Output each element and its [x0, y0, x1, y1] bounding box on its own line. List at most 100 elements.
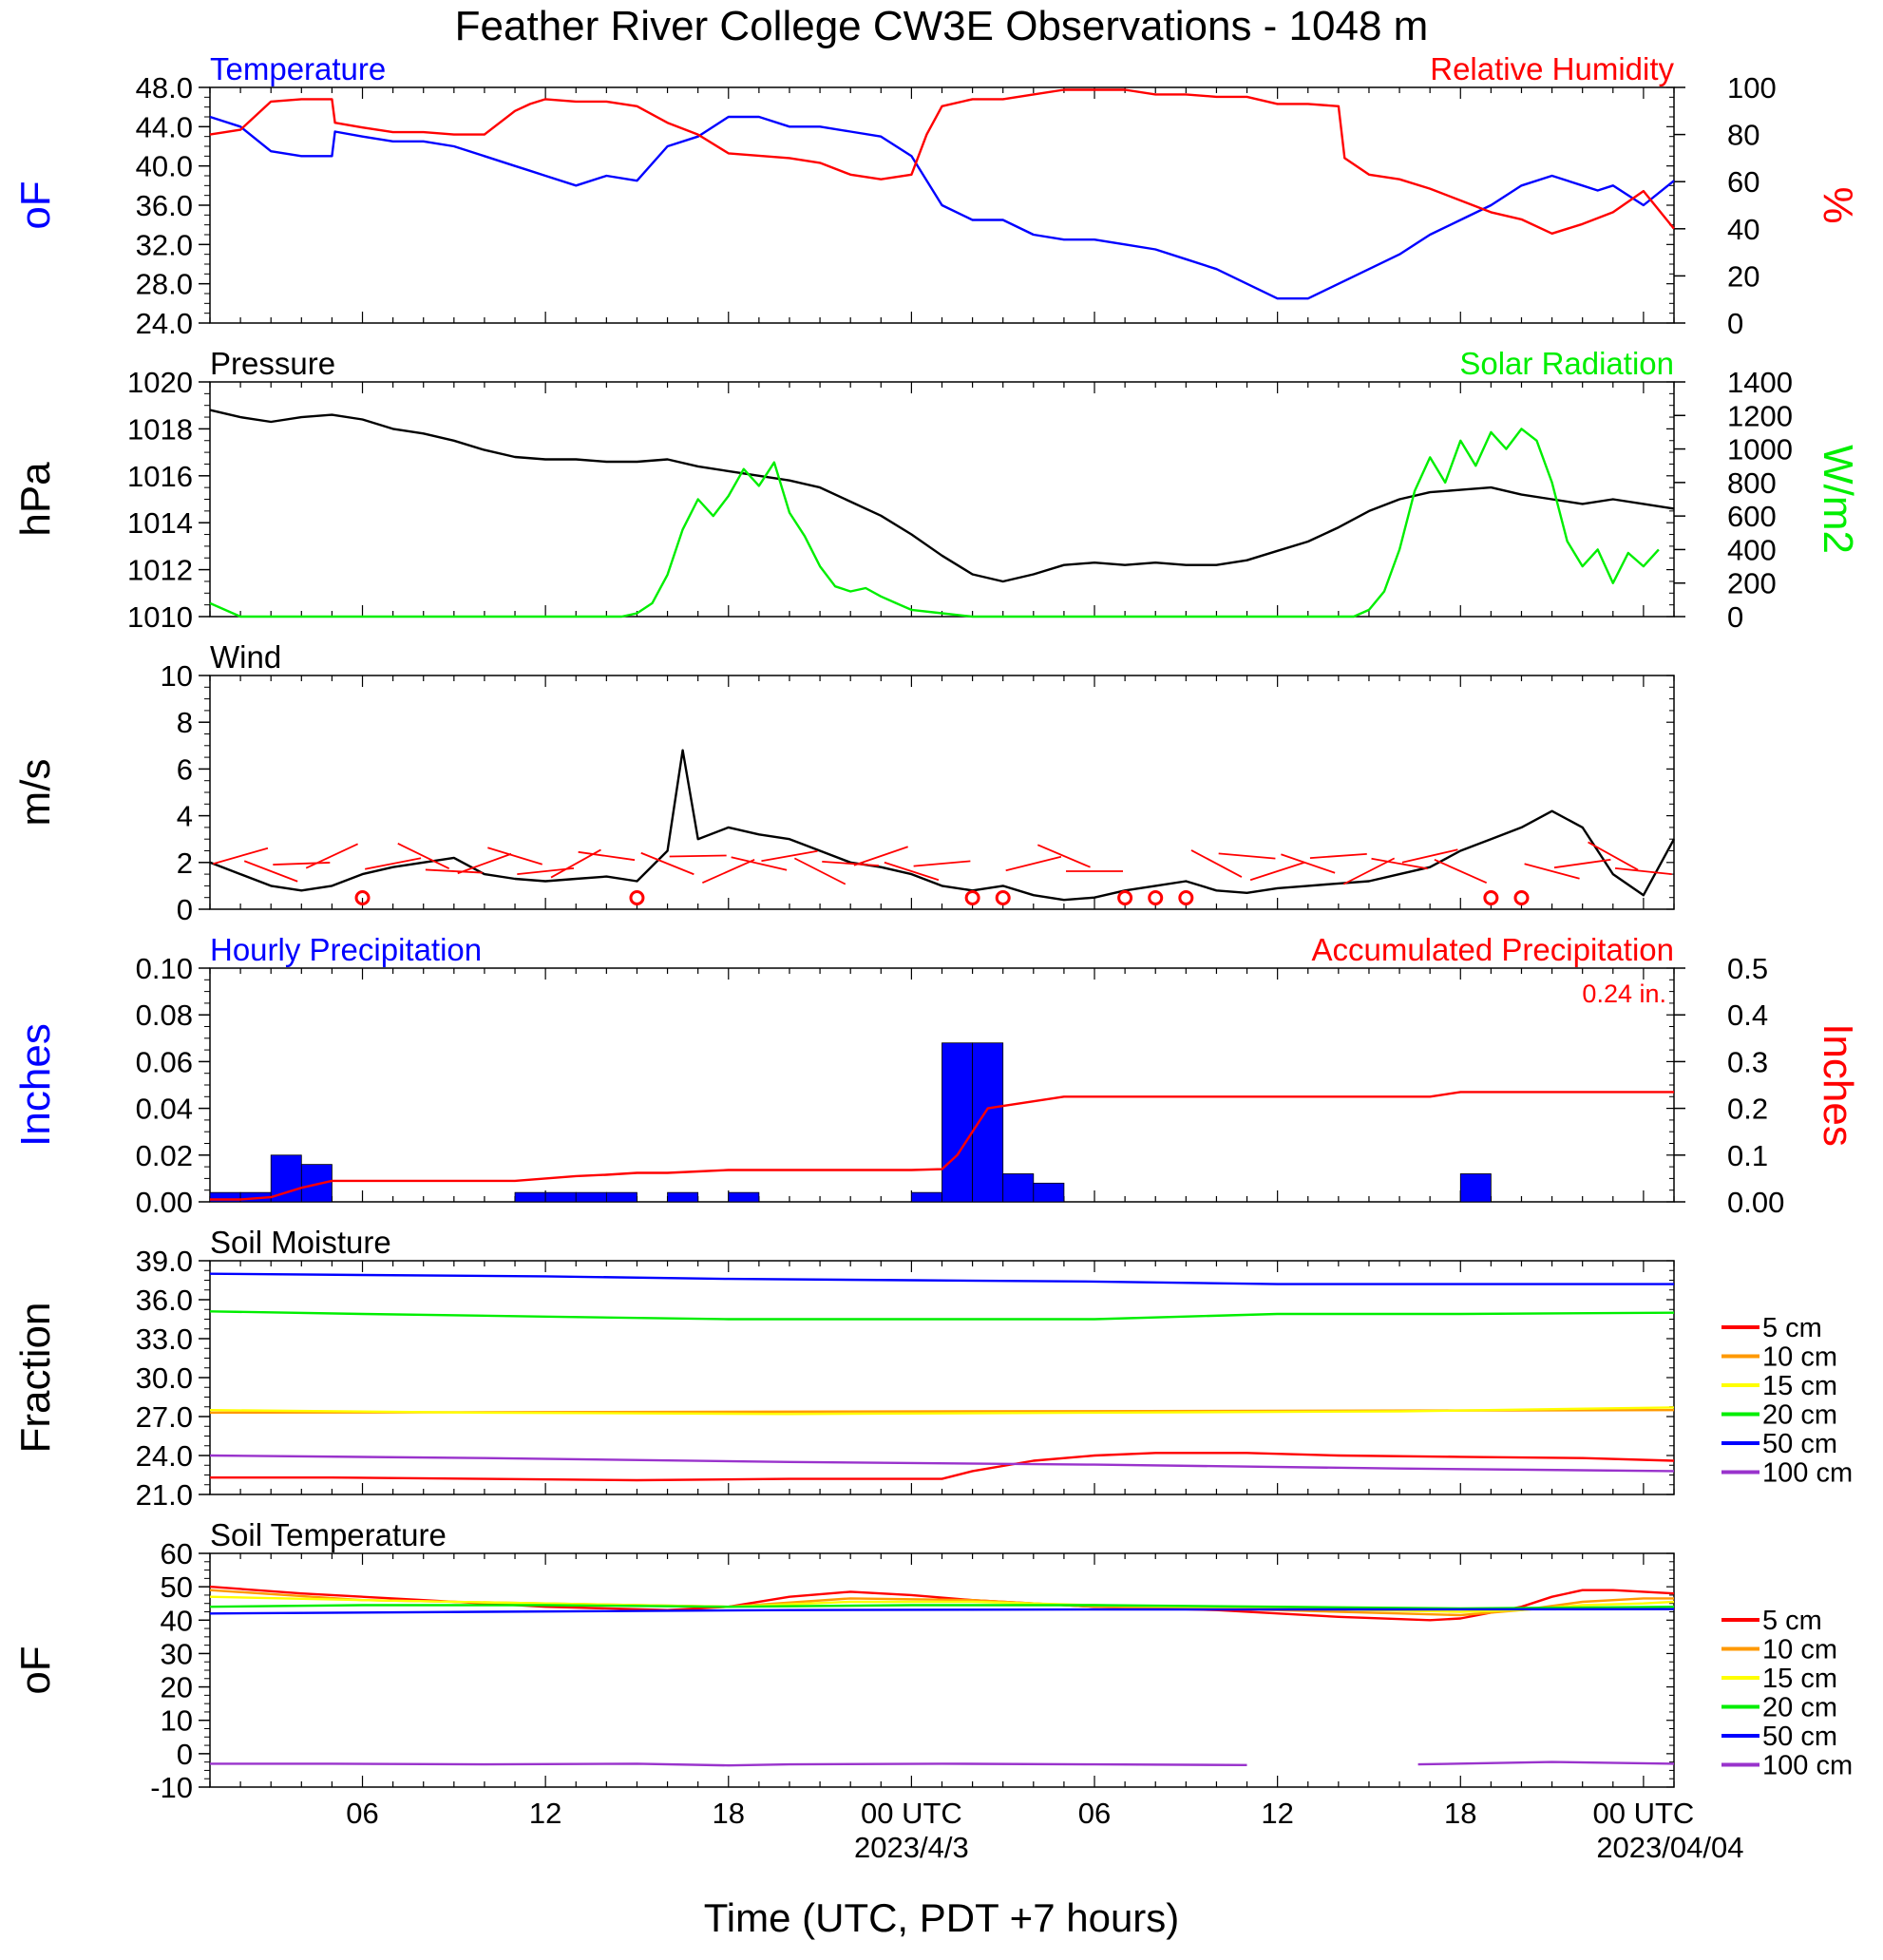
precip-bar: [1033, 1182, 1065, 1203]
panel-left-title: Pressure: [210, 346, 335, 381]
y-left-tick-label: 0: [177, 1738, 193, 1771]
chart-title: Feather River College CW3E Observations …: [455, 3, 1429, 49]
wind-barb: [1588, 841, 1639, 871]
y-left-tick-label: 0: [177, 893, 193, 926]
wind-barb: [913, 860, 971, 867]
y-right-unit-label: Inches: [1815, 1023, 1861, 1147]
legend-label: 5 cm: [1762, 1606, 1822, 1636]
date-label: 2023/04/04: [1596, 1831, 1743, 1864]
y-left-tick-label: 39.0: [136, 1245, 193, 1278]
legend-label: 20 cm: [1762, 1400, 1837, 1431]
y-right-tick-label: 0.2: [1727, 1093, 1768, 1126]
wind-barb: [822, 861, 880, 866]
y-left-tick-label: 1014: [127, 506, 193, 540]
calm-wind-marker: [995, 890, 1011, 905]
wind-barb: [731, 856, 788, 871]
y-left-tick-label: 33.0: [136, 1323, 193, 1356]
y-left-tick-label: 40.0: [136, 150, 193, 183]
y-left-tick-label: 0.08: [136, 999, 193, 1032]
x-axis-title: Time (UTC, PDT +7 hours): [704, 1895, 1180, 1940]
y-left-tick-label: 8: [177, 706, 193, 739]
y-right-tick-label: 80: [1727, 119, 1759, 152]
wind-barb: [1434, 858, 1488, 885]
panel-wind: 10 8 6 4 2 0 Wind m/s: [12, 639, 1676, 926]
series-line-pressure: [209, 409, 1675, 583]
y-left-tick-label: 36.0: [136, 1284, 193, 1317]
precip-bar: [972, 1042, 1004, 1203]
y-left-unit-label: oF: [12, 181, 59, 229]
panel-right-title: Accumulated Precipitation: [1311, 932, 1674, 967]
wind-barb: [853, 846, 908, 866]
y-right-tick-label: 0.1: [1727, 1139, 1768, 1172]
time-tick-label: 06: [346, 1797, 378, 1830]
y-left-tick-label: 28.0: [136, 268, 193, 301]
panel-left-title: Soil Moisture: [210, 1225, 391, 1260]
series-line-20-cm: [209, 1310, 1675, 1321]
y-right-tick-label: 20: [1727, 259, 1759, 293]
precip-bar: [910, 1191, 942, 1203]
y-left-unit-label: oF: [12, 1646, 59, 1694]
time-tick-label: 06: [1078, 1797, 1111, 1830]
legend-label: 5 cm: [1762, 1313, 1822, 1343]
legend-label: 15 cm: [1762, 1371, 1837, 1401]
panel-soil_moisture: 39.0 36.0 33.0 30.0 27.0 24.0 21.0 Soil Moistur…: [12, 1225, 1853, 1512]
wind-barb: [1005, 855, 1062, 872]
time-tick-label: 18: [1444, 1797, 1476, 1830]
wind-barb: [793, 857, 846, 885]
wind-barb: [213, 847, 269, 866]
calm-wind-marker: [1483, 890, 1499, 905]
wind-barb: [884, 861, 940, 882]
legend-label: 100 cm: [1762, 1458, 1853, 1489]
panel-precip: 0.10 0.08 0.06 0.04 0.02 0.00 0.5 0.4 0.3 0.2 0.1 0…: [12, 932, 1861, 1219]
y-left-tick-label: 1010: [127, 600, 193, 634]
y-right-tick-label: 400: [1727, 533, 1777, 566]
wind-barb: [305, 843, 358, 869]
y-left-tick-label: 1016: [127, 460, 193, 493]
wind-barb: [365, 857, 422, 870]
wind-barb: [640, 851, 694, 876]
calm-wind-marker: [964, 890, 980, 905]
precip-bar: [270, 1154, 302, 1203]
calm-wind-marker: [1117, 890, 1133, 905]
time-tick-label: 18: [713, 1797, 745, 1830]
wind-barb: [1309, 853, 1367, 859]
legend-label: 50 cm: [1762, 1429, 1837, 1459]
y-left-tick-label: -10: [150, 1771, 193, 1804]
y-left-unit-label: Inches: [12, 1023, 59, 1147]
y-left-tick-label: 1018: [127, 412, 193, 446]
legend-label: 10 cm: [1762, 1342, 1837, 1373]
y-left-tick-label: 0.06: [136, 1045, 193, 1078]
y-left-tick-label: 0.00: [136, 1186, 193, 1219]
y-left-tick-label: 10: [161, 1704, 193, 1738]
y-left-unit-label: Fraction: [12, 1303, 59, 1454]
wind-barb: [1281, 853, 1336, 874]
y-left-tick-label: 21.0: [136, 1478, 193, 1512]
y-left-tick-label: 0.04: [136, 1093, 193, 1126]
y-right-tick-label: 600: [1727, 500, 1777, 533]
wind-barb: [1553, 858, 1611, 869]
series-line-solar-radiation: [209, 428, 1660, 618]
y-right-tick-label: 40: [1727, 213, 1759, 246]
accumulated-total-label: 0.24 in.: [1582, 980, 1666, 1008]
y-left-tick-label: 0.10: [136, 952, 193, 985]
y-right-tick-label: 0: [1727, 307, 1743, 340]
wind-barb: [397, 843, 450, 869]
y-right-unit-label: W/m2: [1815, 445, 1861, 554]
series-line-50-cm: [209, 1608, 1675, 1615]
precip-bar: [667, 1191, 699, 1203]
y-left-tick-label: 32.0: [136, 228, 193, 261]
precip-bar: [1459, 1173, 1492, 1203]
y-right-tick-label: 0: [1727, 600, 1743, 634]
panel-left-title: Soil Temperature: [210, 1517, 447, 1552]
wind-barb: [1371, 857, 1428, 870]
series-line-accumulated-precipitation: [210, 1091, 1674, 1201]
time-tick-label: 00 UTC: [861, 1797, 962, 1830]
panel-left-title: Hourly Precipitation: [210, 932, 482, 967]
y-left-tick-label: 40: [161, 1604, 193, 1637]
wind-barb: [1342, 857, 1396, 885]
y-left-tick-label: 10: [161, 659, 193, 693]
calm-wind-marker: [629, 890, 645, 905]
